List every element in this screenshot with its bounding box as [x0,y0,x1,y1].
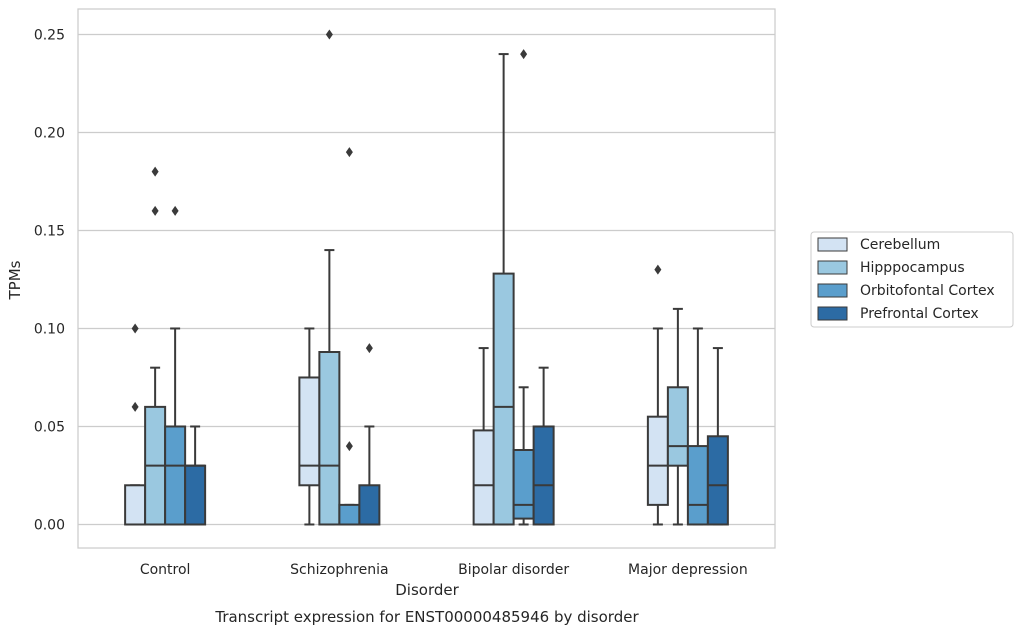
outlier-point [345,147,353,158]
x-tick-labels: Control Schizophrenia Bipolar disorder Majo… [140,562,748,578]
box [144,166,167,526]
legend-swatch [817,283,848,298]
box-body [686,445,709,526]
y-axis-title: TPMs [6,260,24,300]
box-group [646,264,729,526]
box-body [472,429,495,526]
y-tick-label: 0.00 [34,517,65,533]
outlier-point [131,401,139,412]
box-body [358,484,381,526]
box [646,264,669,526]
box [124,323,147,526]
box-body [512,449,535,520]
box [472,347,495,526]
box-body [184,464,207,526]
box-group [124,166,207,526]
x-tick-label: Control [140,562,191,578]
outlier-point [325,29,333,40]
outlier-point [654,264,662,275]
box [666,307,689,526]
legend-label: Hipppocampus [860,260,965,276]
y-tick-label: 0.10 [34,321,65,337]
box-body [318,351,341,526]
outlier-point [365,343,373,354]
outlier-point [520,49,528,60]
box-body [298,376,321,487]
outlier-point [151,205,159,216]
legend-swatch [817,237,848,252]
box-groups [124,29,729,526]
legend-swatch [817,306,848,321]
box [686,327,709,526]
y-tick-label: 0.05 [34,419,65,435]
x-axis-title: Disorder [395,581,459,599]
x-tick-label: Major depression [628,562,748,578]
x-tick-label: Bipolar disorder [458,562,569,578]
box [532,366,555,526]
outlier-point [171,205,179,216]
legend-frame [810,231,1014,328]
box-body [706,435,729,526]
box-body [124,484,147,526]
box [492,53,515,526]
legend-swatch [817,260,848,275]
box-body [532,425,555,526]
box [298,327,321,526]
box [358,343,381,526]
box-group [298,29,381,526]
box [338,147,361,526]
box [318,29,341,526]
box-body [666,386,689,467]
y-tick-label: 0.15 [34,223,65,239]
outlier-point [131,323,139,334]
legend-label: Orbitofontal Cortex [860,283,995,299]
box-body [164,425,187,526]
box-group [472,49,555,526]
chart-caption: Transcript expression for ENST0000048594… [214,608,639,626]
box-body [646,415,669,506]
legend: Cerebellum Hipppocampus Orbitofontal Corte… [810,231,1014,328]
box [164,205,187,526]
box-body [338,503,361,526]
legend-label: Cerebellum [860,237,940,253]
y-tick-labels: 0.00 0.05 0.10 0.15 0.20 0.25 [34,27,65,533]
plot-frame [77,8,776,549]
outlier-point [151,166,159,177]
legend-label: Prefrontal Cortex [860,306,979,322]
box [184,425,207,526]
y-tick-label: 0.20 [34,125,65,141]
outlier-point [345,441,353,452]
x-tick-label: Schizophrenia [290,562,388,578]
box [706,347,729,526]
box [512,49,535,526]
y-tick-label: 0.25 [34,27,65,43]
box-body [492,272,515,526]
